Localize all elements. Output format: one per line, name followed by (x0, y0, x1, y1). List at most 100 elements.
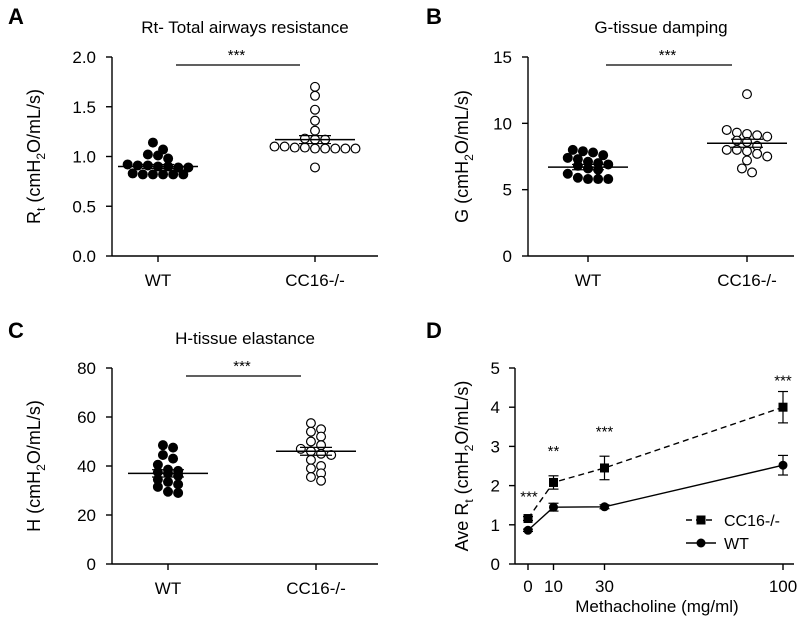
panel-title: H-tissue elastance (175, 329, 315, 348)
data-point-filled (157, 440, 168, 451)
series-line (527, 406, 784, 519)
data-point-open (305, 463, 316, 474)
data-point-square (549, 477, 558, 487)
data-point-filled (142, 149, 153, 160)
data-point-filled (582, 163, 593, 174)
y-axis-label-main: H (cmH (24, 471, 44, 532)
y-tick-label: 1 (491, 516, 500, 535)
y-tick-label: 15 (493, 48, 512, 67)
data-point-open (305, 418, 316, 429)
data-point-filled (158, 169, 169, 180)
y-axis-label-rest: (cmH (24, 160, 44, 208)
panel-letter: A (8, 4, 24, 29)
data-point-open (721, 144, 732, 155)
y-axis-label-rest: (cmH (452, 451, 472, 499)
y-axis-label-main: R (24, 211, 44, 224)
data-point-filled (147, 169, 158, 180)
y-axis-label-rest: O/mL/s) (24, 400, 44, 464)
data-point-open (741, 155, 752, 166)
y-tick-label: 4 (491, 398, 500, 417)
legend-label: WT (724, 536, 749, 553)
data-point-filled (562, 168, 573, 179)
data-point-open (269, 141, 280, 152)
series-line (527, 464, 784, 531)
y-tick-label: 2 (491, 477, 500, 496)
legend-marker-circle (696, 538, 706, 548)
x-tick-label: WT (145, 271, 171, 290)
panel-letter: B (426, 4, 442, 29)
data-point-open (762, 151, 773, 162)
data-point-open (752, 130, 763, 141)
y-axis-label: H (cmH2O/mL/s) (24, 400, 48, 532)
y-tick-label: 60 (77, 408, 96, 427)
data-point-filled (567, 144, 578, 155)
data-point-open (310, 90, 321, 101)
data-point-filled (598, 150, 609, 161)
y-axis-label-main: Ave R (452, 503, 472, 552)
data-point-open (310, 104, 321, 115)
significance-label: *** (233, 358, 251, 375)
data-point-open (310, 125, 321, 136)
data-point-open (721, 124, 732, 135)
data-point-open (762, 131, 773, 142)
y-tick-label: 80 (77, 359, 96, 378)
x-tick-label: 100 (769, 577, 797, 596)
data-point-open (299, 142, 310, 153)
data-point-filled (173, 162, 184, 173)
data-point-open (316, 440, 327, 451)
data-point-open (316, 431, 327, 442)
x-tick-label: 10 (544, 577, 563, 596)
y-axis-label-tail: O/mL/s) (24, 89, 44, 153)
x-tick-label: CC16-/- (286, 579, 346, 598)
data-point-open (350, 143, 361, 154)
data-point-open (310, 143, 321, 154)
data-point-circle (549, 502, 558, 512)
x-tick-label: WT (155, 579, 181, 598)
data-point-open (320, 143, 331, 154)
data-point-open (747, 167, 758, 178)
data-point-filled (572, 160, 583, 171)
y-axis-label-sub2: 2 (462, 444, 476, 451)
data-point-filled (572, 172, 583, 183)
data-point-open (305, 426, 316, 437)
y-tick-label: 10 (493, 114, 512, 133)
data-point-square (523, 514, 533, 524)
y-tick-label: 0.0 (72, 247, 96, 266)
data-point-filled (132, 160, 143, 171)
data-point-filled (168, 442, 179, 453)
data-point-filled (127, 168, 138, 179)
data-point-square (778, 402, 788, 412)
data-point-filled (178, 169, 189, 180)
data-point-filled (137, 169, 148, 180)
y-axis-label-sub: 2 (462, 154, 476, 161)
data-point-filled (153, 150, 164, 161)
data-point-filled (152, 481, 163, 492)
significance-label: ** (548, 443, 560, 460)
data-point-square (600, 463, 609, 473)
panel-letter: C (8, 318, 24, 343)
y-tick-label: 0 (503, 247, 512, 266)
data-point-filled (173, 479, 184, 490)
data-point-circle (778, 460, 788, 470)
y-axis-label-sub: t (462, 499, 476, 503)
panel-letter: D (426, 318, 442, 343)
y-tick-label: 1.5 (72, 98, 96, 117)
y-tick-label: 0.5 (72, 197, 96, 216)
data-point-open (305, 454, 316, 465)
significance-label: *** (228, 47, 246, 64)
data-point-circle (600, 502, 609, 512)
data-point-open (316, 475, 327, 486)
y-tick-label: 40 (77, 457, 96, 476)
x-tick-label: 30 (595, 577, 614, 596)
data-point-open (741, 89, 752, 100)
y-tick-label: 0 (491, 555, 500, 574)
data-point-open (305, 436, 316, 447)
y-axis-label-sub: 2 (34, 464, 48, 471)
data-point-open (305, 472, 316, 483)
y-tick-label: 5 (503, 181, 512, 200)
y-axis-label-rest: O/mL/s) (452, 90, 472, 154)
data-point-filled (168, 453, 179, 464)
legend-label: CC16-/- (724, 513, 780, 530)
panel-b: B G-tissue damping 0 5 10 15 G (cmH2O/mL/s) WT C… (426, 4, 794, 290)
